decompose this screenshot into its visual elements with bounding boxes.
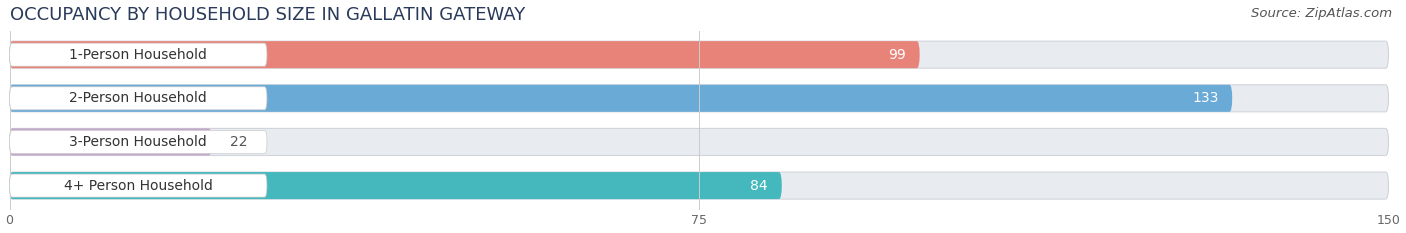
FancyBboxPatch shape	[10, 41, 920, 68]
FancyBboxPatch shape	[10, 172, 1389, 199]
FancyBboxPatch shape	[10, 85, 1389, 112]
FancyBboxPatch shape	[10, 128, 212, 155]
Text: 3-Person Household: 3-Person Household	[69, 135, 207, 149]
Text: 133: 133	[1192, 91, 1219, 105]
FancyBboxPatch shape	[10, 174, 267, 197]
Text: Source: ZipAtlas.com: Source: ZipAtlas.com	[1251, 7, 1392, 20]
FancyBboxPatch shape	[10, 85, 1232, 112]
FancyBboxPatch shape	[10, 43, 267, 66]
Text: OCCUPANCY BY HOUSEHOLD SIZE IN GALLATIN GATEWAY: OCCUPANCY BY HOUSEHOLD SIZE IN GALLATIN …	[10, 6, 524, 24]
FancyBboxPatch shape	[10, 172, 782, 199]
FancyBboxPatch shape	[10, 130, 267, 154]
Text: 4+ Person Household: 4+ Person Household	[63, 178, 212, 193]
FancyBboxPatch shape	[10, 87, 267, 110]
FancyBboxPatch shape	[10, 128, 1389, 155]
Text: 1-Person Household: 1-Person Household	[69, 48, 207, 62]
Text: 99: 99	[889, 48, 905, 62]
Text: 2-Person Household: 2-Person Household	[69, 91, 207, 105]
Text: 22: 22	[231, 135, 247, 149]
Text: 84: 84	[751, 178, 768, 193]
FancyBboxPatch shape	[10, 41, 1389, 68]
